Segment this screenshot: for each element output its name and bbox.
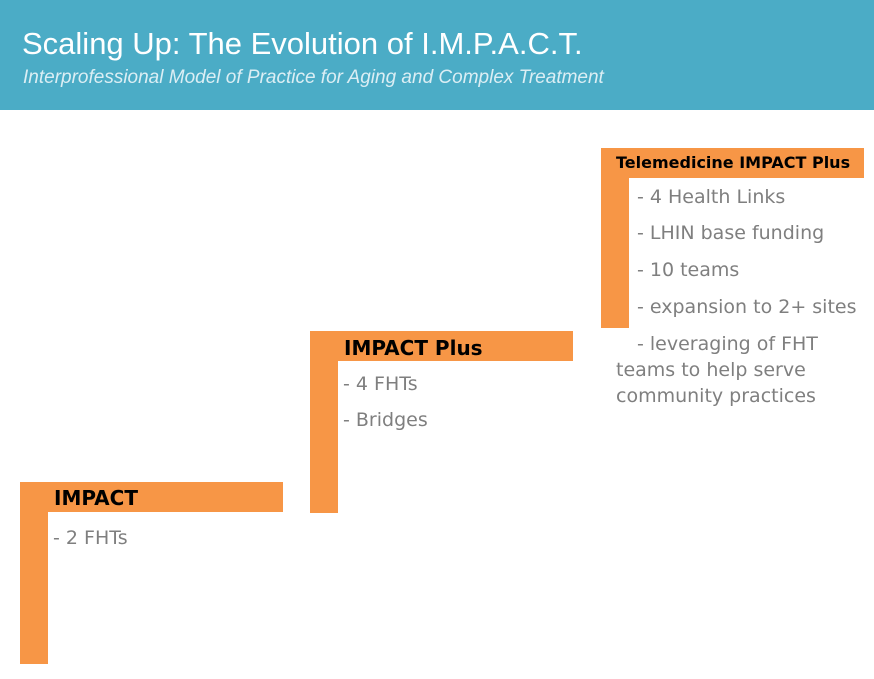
step-3-bullet-3: - 10 teams <box>637 259 740 281</box>
page-title: Scaling Up: The Evolution of I.M.P.A.C.T… <box>22 26 583 61</box>
step-1-title: IMPACT <box>54 486 138 510</box>
step-3-title: Telemedicine IMPACT Plus <box>616 153 851 172</box>
step-3-bullet-2: - LHIN base funding <box>637 222 825 244</box>
step-1-horizontal-bar <box>20 482 283 512</box>
step-2-bullet-2: - Bridges <box>343 409 428 431</box>
page-subtitle: Interprofessional Model of Practice for … <box>23 67 604 88</box>
step-3-vertical-bar <box>601 148 629 328</box>
step-2-bullet-1: - 4 FHTs <box>343 373 418 395</box>
header-banner: Scaling Up: The Evolution of I.M.P.A.C.T… <box>0 0 874 110</box>
step-1-vertical-bar <box>20 482 48 664</box>
step-3-bullet-1: - 4 Health Links <box>637 186 786 208</box>
step-3-horizontal-bar <box>601 148 864 178</box>
step-3-bullet-5: - leveraging of FHT teams to help serve … <box>616 333 818 407</box>
step-2-vertical-bar <box>310 331 338 513</box>
step-2-horizontal-bar <box>310 331 573 361</box>
step-2-title: IMPACT Plus <box>344 336 483 360</box>
step-1-bullet-1: - 2 FHTs <box>53 527 128 549</box>
step-3-bullet-4: - expansion to 2+ sites <box>637 296 857 318</box>
